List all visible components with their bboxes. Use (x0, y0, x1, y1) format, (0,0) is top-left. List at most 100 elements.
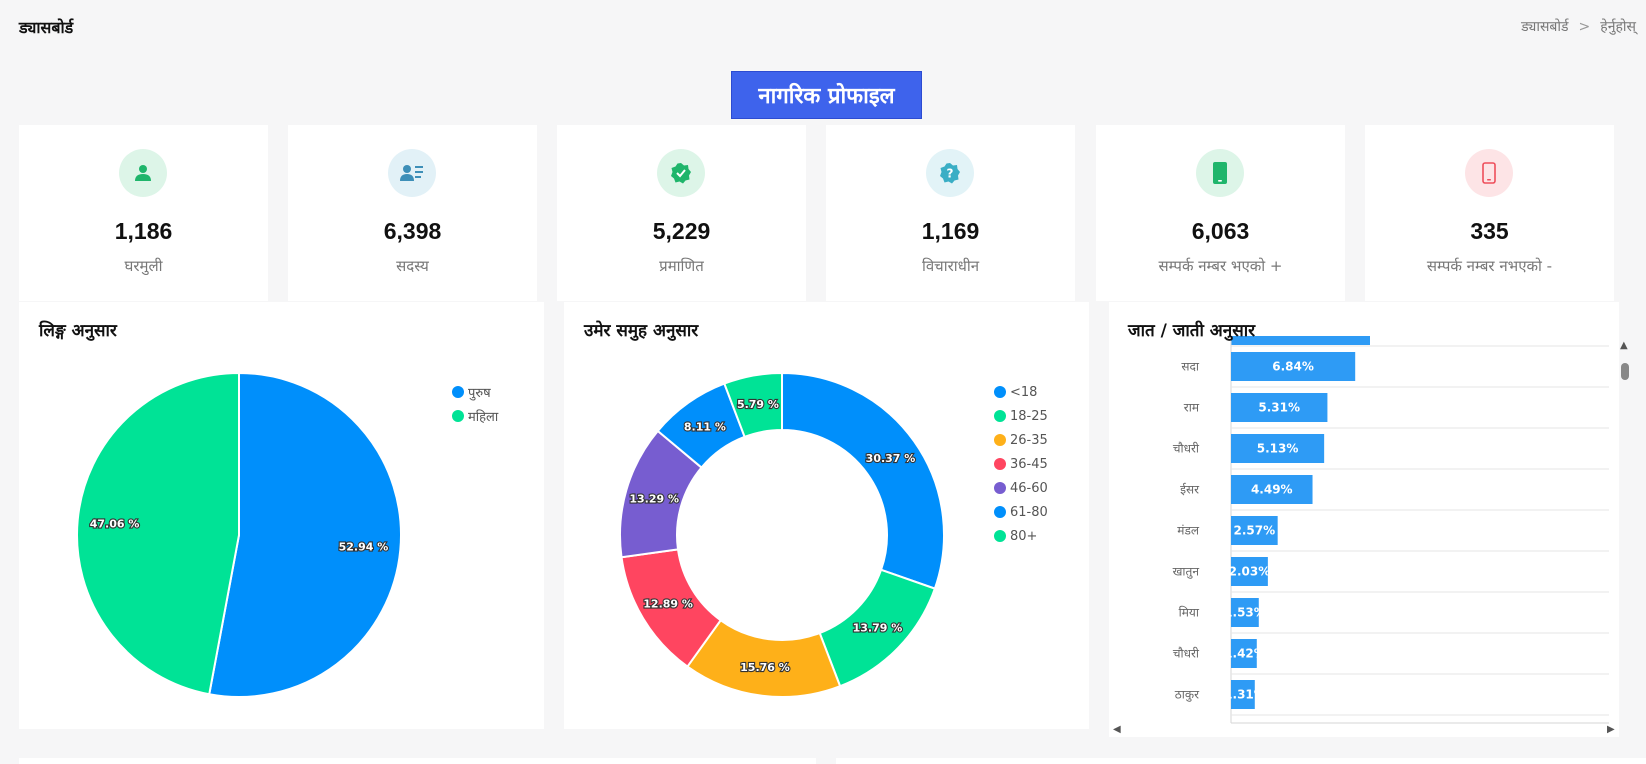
legend-marker (994, 410, 1006, 422)
bar[interactable] (1231, 680, 1255, 709)
category-label: मंडल (1177, 524, 1200, 538)
stat-value: 6,398 (383, 218, 442, 244)
legend-item-male[interactable]: पुरुष (452, 380, 498, 404)
scroll-right-icon[interactable]: ▶ (1607, 724, 1615, 735)
phone-outline-icon (1465, 149, 1513, 197)
panel-title: लिङ्ग अनुसार (39, 321, 117, 341)
bar-value-label: 1.42% (1224, 647, 1266, 661)
bar-value-label: 1.31% (1224, 688, 1266, 702)
bar-partial[interactable] (1231, 336, 1370, 345)
stat-label: सम्पर्क नम्बर नभएको - (1426, 257, 1553, 275)
verified-badge-icon (657, 149, 705, 197)
category-label: मिया (1179, 606, 1200, 620)
legend-item-female[interactable]: महिला (452, 404, 498, 428)
breadcrumb-current: हेर्नुहोस् (1600, 19, 1636, 35)
legend-label: 80+ (1010, 528, 1038, 544)
legend-marker (994, 530, 1006, 542)
top-bar: ड्यासबोर्ड ड्यासबोर्ड > हेर्नुहोस् (0, 0, 1646, 56)
bar[interactable] (1231, 434, 1325, 463)
age-donut-chart: 30.37 % 13.79 % 15.76 % 12.89 % 13.29 % 8.11 … (619, 371, 945, 698)
hero-title: नागरिक प्रोफाइल (731, 71, 922, 119)
user-icon (119, 149, 167, 197)
legend-label: 46-60 (1010, 480, 1048, 496)
legend-marker (994, 386, 1006, 398)
legend-label: 18-25 (1010, 408, 1048, 424)
stat-value: 5,229 (652, 218, 711, 244)
legend-label: <18 (1010, 384, 1038, 400)
stat-value: 1,186 (114, 218, 173, 244)
scroll-up-icon[interactable]: ▲ (1620, 340, 1628, 351)
category-label: ठाकुर (1175, 688, 1200, 703)
legend-marker (994, 434, 1006, 446)
legend-marker (994, 458, 1006, 470)
legend-item-80-plus[interactable]: 80+ (994, 524, 1048, 548)
legend-item-61-80[interactable]: 61-80 (994, 500, 1048, 524)
pie-slice[interactable] (781, 371, 945, 590)
category-label: चौधरी (1173, 442, 1200, 456)
phone-icon (1196, 149, 1244, 197)
legend-item-under-18[interactable]: <18 (994, 380, 1048, 404)
bar-value-label: 2.03% (1229, 565, 1271, 579)
legend-item-36-45[interactable]: 36-45 (994, 452, 1048, 476)
stat-card-without-phone[interactable]: 335 सम्पर्क नम्बर नभएको - (1365, 125, 1614, 301)
gender-pie-chart: 52.94 % 47.06 % (76, 371, 402, 698)
bar[interactable] (1231, 393, 1328, 422)
age-legend: <18 18-25 26-35 36-45 46-60 61-80 80+ (994, 380, 1048, 548)
data-label: 8.11 % (684, 421, 726, 434)
pie-slice[interactable] (76, 371, 240, 696)
next-section-card (836, 758, 1646, 764)
panel-title: जात / जाती अनुसार (1128, 321, 1256, 341)
pie-slice[interactable] (723, 371, 783, 439)
bar[interactable] (1231, 475, 1313, 504)
gender-legend: पुरुष महिला (452, 380, 498, 428)
stat-label: घरमुली (124, 257, 163, 275)
bar-value-label: 5.13% (1257, 442, 1299, 456)
bar-value-label: 4.49% (1251, 483, 1293, 497)
data-label: 30.37 % (866, 452, 916, 465)
next-section-card (19, 758, 816, 764)
stat-card-with-phone[interactable]: 6,063 सम्पर्क नम्बर भएको + (1096, 125, 1345, 301)
data-label: 15.76 % (740, 661, 790, 674)
breadcrumb-dashboard-link[interactable]: ड्यासबोर्ड (1521, 19, 1569, 35)
legend-item-46-60[interactable]: 46-60 (994, 476, 1048, 500)
stat-card-households[interactable]: 1,186 घरमुली (19, 125, 268, 301)
bar[interactable] (1231, 352, 1356, 381)
pie-slice[interactable] (208, 371, 402, 698)
legend-marker (994, 506, 1006, 518)
legend-marker (452, 410, 464, 422)
legend-label: 36-45 (1010, 456, 1048, 472)
data-label: 13.79 % (853, 622, 903, 635)
age-chart-panel: उमेर समुह अनुसार 30.37 % 13.79 % 15.76 % 12… (564, 302, 1089, 729)
data-label: 13.29 % (629, 492, 679, 505)
legend-item-26-35[interactable]: 26-35 (994, 428, 1048, 452)
scroll-left-icon[interactable]: ◀ (1113, 724, 1121, 735)
stat-value: 6,063 (1191, 218, 1250, 244)
bar[interactable] (1231, 639, 1257, 668)
category-label: चौधरी (1173, 647, 1200, 661)
category-label: राम (1184, 401, 1200, 415)
scrollbar-thumb[interactable] (1621, 363, 1629, 380)
bar[interactable] (1231, 598, 1259, 627)
data-label: 5.79 % (737, 398, 779, 411)
caste-chart-panel: सदा 6.84% राम 5.31% चौधरी 5.13% ईसर 4.49% मंडल 2.… (1109, 302, 1619, 737)
data-label: 52.94 % (339, 541, 389, 554)
legend-label: महिला (468, 410, 499, 425)
category-label: सदा (1181, 360, 1199, 374)
data-label: 47.06 % (90, 517, 140, 530)
legend-label: 61-80 (1010, 504, 1048, 520)
vertical-scrollbar[interactable] (1620, 338, 1632, 708)
legend-marker (452, 386, 464, 398)
stat-value: 335 (1470, 218, 1509, 244)
bar[interactable] (1231, 557, 1268, 586)
stat-card-members[interactable]: 6,398 सदस्य (288, 125, 537, 301)
legend-label: 26-35 (1010, 432, 1048, 448)
panel-title: उमेर समुह अनुसार (584, 321, 699, 341)
stat-value: 1,169 (921, 218, 980, 244)
legend-marker (994, 482, 1006, 494)
stat-card-verified[interactable]: 5,229 प्रमाणित (557, 125, 806, 301)
stat-card-pending[interactable]: ? 1,169 विचाराधीन (826, 125, 1075, 301)
svg-text:?: ? (947, 167, 954, 181)
category-label: ईसर (1180, 483, 1200, 497)
bar[interactable] (1231, 516, 1278, 545)
legend-item-18-25[interactable]: 18-25 (994, 404, 1048, 428)
